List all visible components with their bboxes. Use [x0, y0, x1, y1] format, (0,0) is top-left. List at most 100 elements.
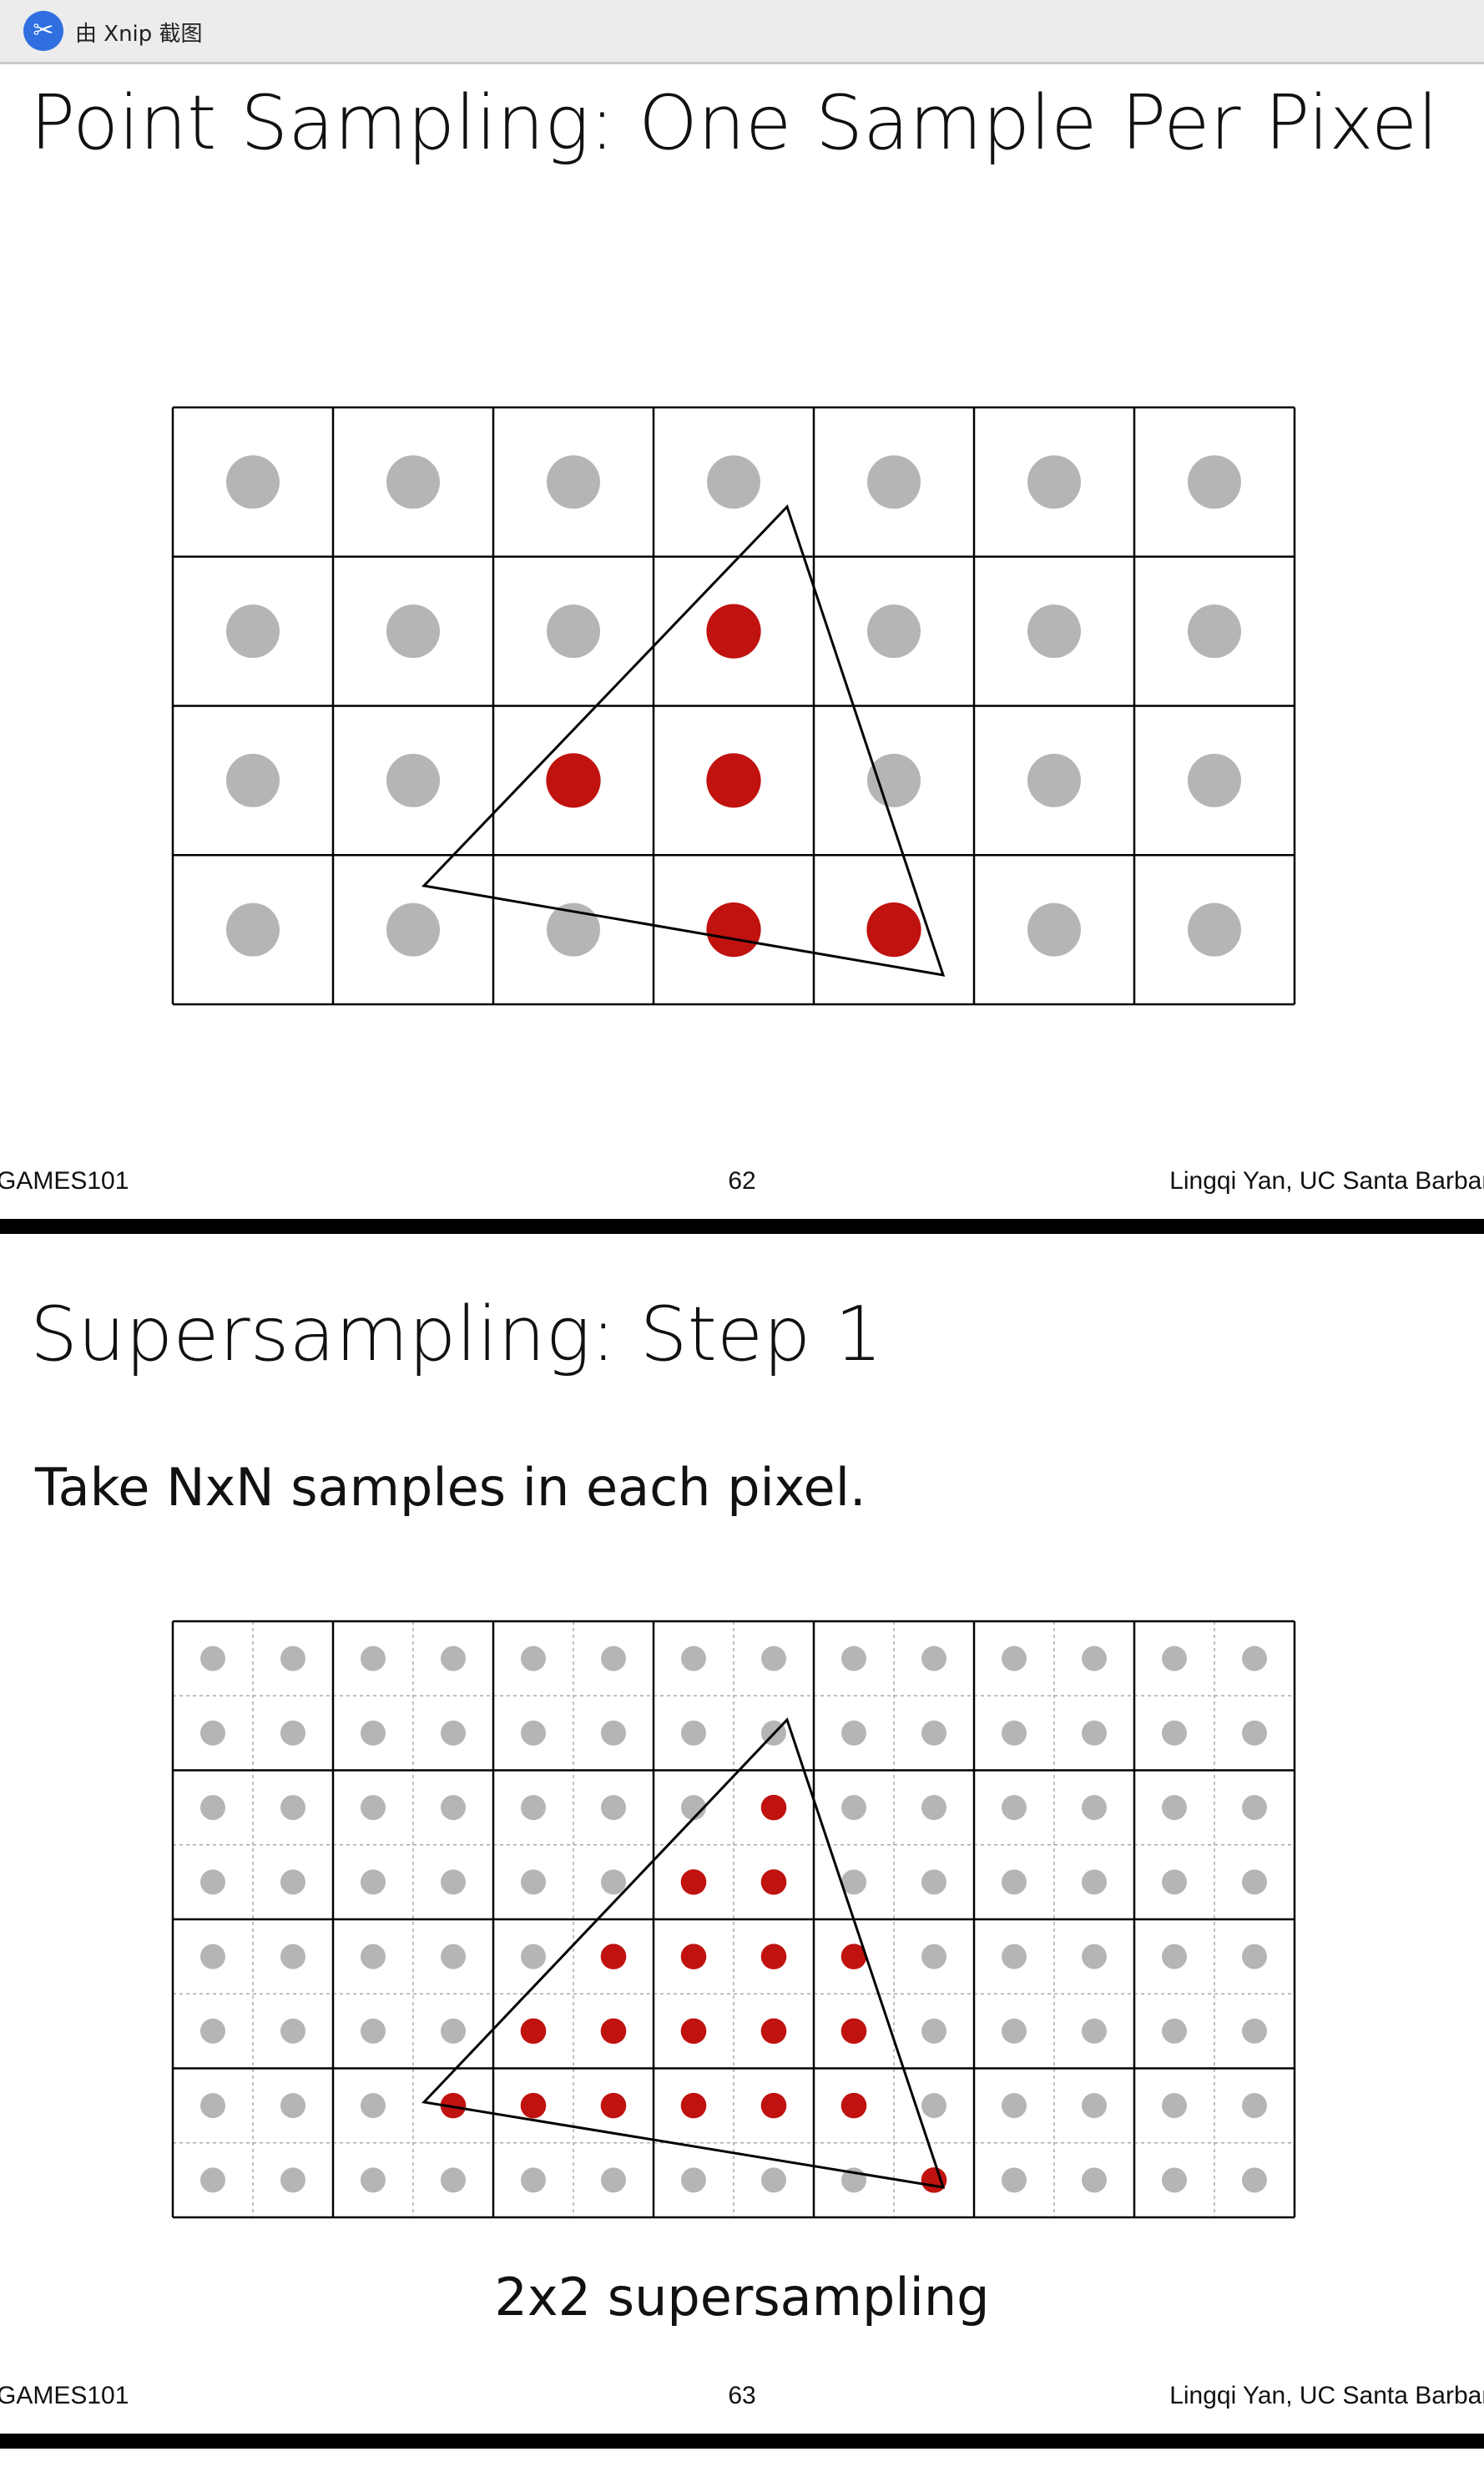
uncovered-sample	[1027, 902, 1081, 957]
covered-sample	[520, 2092, 547, 2119]
uncovered-sample	[361, 1720, 386, 1746]
uncovered-sample	[1082, 2018, 1107, 2044]
uncovered-sample	[441, 1795, 466, 1821]
uncovered-sample	[361, 2018, 386, 2044]
covered-sample	[680, 1944, 707, 1969]
covered-sample	[600, 2092, 627, 2119]
uncovered-sample	[441, 2018, 466, 2044]
uncovered-sample	[386, 902, 440, 957]
uncovered-sample	[441, 1645, 466, 1671]
uncovered-sample	[1162, 1944, 1187, 1969]
diagram-caption: 2x2 supersampling	[494, 2267, 990, 2328]
uncovered-sample	[521, 1944, 546, 1969]
slide-title: Supersampling: Step 1	[30, 1291, 883, 1378]
point-sampling-diagram	[171, 406, 1296, 1006]
footer-author: Lingqi Yan, UC Santa Barbara	[1169, 2382, 1484, 2409]
uncovered-sample	[1027, 753, 1081, 807]
uncovered-sample	[1002, 1944, 1027, 1969]
uncovered-sample	[1082, 1720, 1107, 1746]
slide-separator	[0, 1219, 1484, 1234]
uncovered-sample	[1002, 1720, 1027, 1746]
uncovered-sample	[601, 1720, 626, 1746]
covered-sample	[520, 2018, 547, 2045]
uncovered-sample	[200, 2018, 225, 2044]
uncovered-sample	[386, 604, 440, 659]
uncovered-sample	[921, 1645, 946, 1671]
covered-sample	[760, 1944, 787, 1969]
uncovered-sample	[921, 2093, 946, 2119]
uncovered-sample	[921, 1720, 946, 1746]
slide-separator	[0, 2434, 1484, 2449]
xnip-app-icon: ✂	[23, 11, 63, 51]
uncovered-sample	[1002, 1645, 1027, 1671]
uncovered-sample	[521, 1869, 546, 1895]
uncovered-sample	[867, 753, 921, 807]
covered-sample	[921, 2167, 947, 2193]
covered-sample	[840, 2018, 867, 2045]
uncovered-sample	[200, 1944, 225, 1969]
uncovered-sample	[361, 1795, 386, 1821]
uncovered-sample	[681, 2167, 706, 2193]
covered-sample	[600, 2018, 627, 2045]
uncovered-sample	[280, 1795, 305, 1821]
uncovered-sample	[280, 1944, 305, 1969]
uncovered-sample	[1242, 1720, 1267, 1746]
uncovered-sample	[681, 1645, 706, 1671]
covered-sample	[760, 2018, 787, 2045]
uncovered-sample	[280, 1720, 305, 1746]
uncovered-sample	[1002, 2093, 1027, 2119]
uncovered-sample	[521, 1795, 546, 1821]
uncovered-sample	[200, 1720, 225, 1746]
uncovered-sample	[1162, 1795, 1187, 1821]
uncovered-sample	[841, 1645, 866, 1671]
uncovered-sample	[681, 1720, 706, 1746]
uncovered-sample	[1027, 604, 1081, 659]
covered-sample	[760, 1869, 787, 1895]
uncovered-sample	[1242, 2167, 1267, 2193]
uncovered-sample	[1027, 455, 1081, 509]
covered-sample	[706, 753, 761, 808]
uncovered-sample	[386, 753, 440, 807]
uncovered-sample	[1188, 902, 1241, 957]
uncovered-sample	[200, 1795, 225, 1821]
covered-sample	[600, 1944, 627, 1969]
uncovered-sample	[841, 1795, 866, 1821]
uncovered-sample	[200, 2167, 225, 2193]
uncovered-sample	[1188, 753, 1241, 807]
uncovered-sample	[280, 2018, 305, 2044]
uncovered-sample	[200, 1645, 225, 1671]
uncovered-sample	[547, 604, 600, 659]
uncovered-sample	[1002, 1795, 1027, 1821]
uncovered-sample	[280, 1645, 305, 1671]
uncovered-sample	[921, 1869, 946, 1895]
uncovered-sample	[280, 1869, 305, 1895]
uncovered-sample	[226, 455, 280, 509]
footer-course: GAMES101	[0, 2382, 129, 2409]
uncovered-sample	[1242, 1795, 1267, 1821]
covered-sample	[706, 902, 761, 958]
uncovered-sample	[441, 1869, 466, 1895]
triangle-outline	[421, 1717, 946, 2189]
uncovered-sample	[601, 1645, 626, 1671]
covered-sample	[680, 2018, 707, 2045]
covered-sample	[866, 902, 921, 958]
uncovered-sample	[226, 902, 280, 957]
uncovered-sample	[1082, 1795, 1107, 1821]
uncovered-sample	[1242, 2093, 1267, 2119]
uncovered-sample	[761, 1645, 786, 1671]
covered-sample	[680, 1869, 707, 1895]
uncovered-sample	[1162, 2018, 1187, 2044]
uncovered-sample	[841, 1720, 866, 1746]
triangle-outline	[421, 504, 946, 977]
uncovered-sample	[226, 753, 280, 807]
covered-sample	[760, 1794, 787, 1821]
covered-sample	[840, 2092, 867, 2119]
uncovered-sample	[1242, 2018, 1267, 2044]
uncovered-sample	[681, 1795, 706, 1821]
uncovered-sample	[361, 2093, 386, 2119]
uncovered-sample	[1162, 1869, 1187, 1895]
uncovered-sample	[601, 1869, 626, 1895]
uncovered-sample	[200, 1869, 225, 1895]
